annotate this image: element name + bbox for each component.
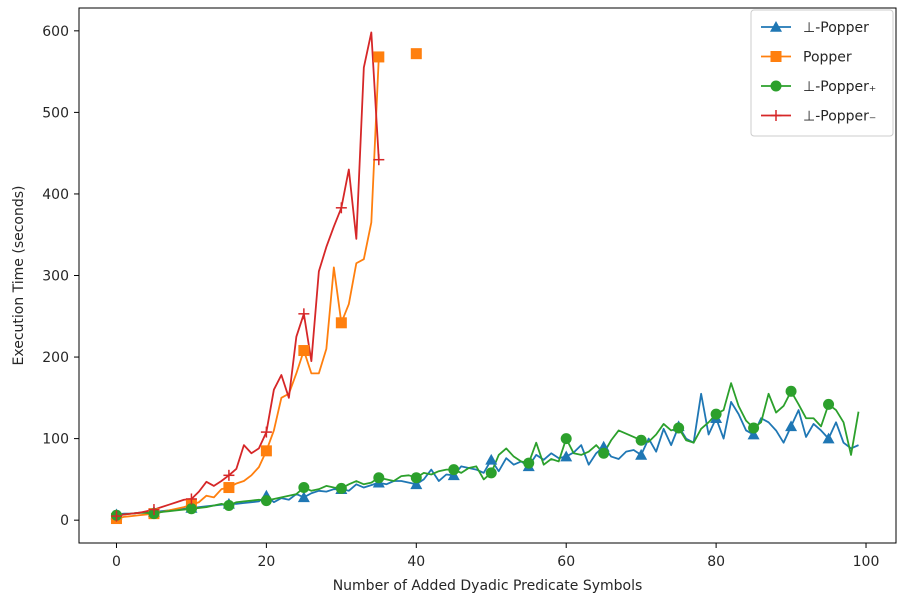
y-axis-label: Execution Time (seconds): [11, 185, 27, 365]
x-tick-label: 100: [853, 554, 880, 570]
series-2-marker: [448, 464, 460, 476]
series-1-marker: [373, 51, 385, 63]
series-0-marker: [635, 448, 648, 460]
series-2-marker: [635, 434, 647, 446]
series-1-marker: [335, 317, 347, 329]
series-2-marker: [223, 499, 235, 511]
series-2-marker: [785, 385, 797, 397]
plot-lines: [116, 31, 860, 520]
series-1-marker: [410, 48, 422, 60]
y-tick-label: 0: [60, 513, 69, 529]
series-0-line: [116, 392, 859, 516]
series-0-marker: [410, 478, 423, 490]
series-3-marker: [223, 469, 235, 481]
series-3-marker: [148, 504, 160, 516]
series-0-marker: [485, 453, 498, 465]
x-axis: 0 20 40 60 80 100: [112, 543, 879, 570]
y-tick-label: 300: [42, 269, 69, 285]
series-2-marker: [185, 503, 197, 515]
series-2-marker: [410, 472, 422, 484]
series-2-line: [116, 382, 860, 517]
series-2-marker: [335, 482, 347, 494]
plot-markers: [110, 48, 835, 525]
series-2-marker: [373, 472, 385, 484]
series-3-line: [116, 31, 380, 517]
series-3-marker: [185, 493, 197, 505]
series-2-marker: [485, 467, 497, 479]
legend-marker-3: [770, 110, 782, 121]
x-tick-label: 80: [707, 554, 725, 570]
series-1-marker: [298, 345, 310, 357]
x-tick-label: 20: [257, 554, 275, 570]
legend-marker-2: [770, 80, 782, 92]
series-2-marker: [598, 447, 610, 459]
legend-label-3: ⊥-Popper₋: [803, 109, 876, 125]
x-tick-label: 40: [407, 554, 425, 570]
series-3-marker: [335, 202, 347, 214]
x-tick-label: 60: [557, 554, 575, 570]
series-2-marker: [673, 422, 685, 434]
series-1-marker: [223, 482, 235, 494]
legend: ⊥-Popper Popper ⊥-Popper₊ ⊥-Popper₋: [750, 9, 894, 137]
series-0-marker: [785, 420, 798, 432]
x-axis-label: Number of Added Dyadic Predicate Symbols: [333, 578, 643, 594]
series-0-marker: [747, 428, 760, 440]
series-2-marker: [260, 495, 272, 507]
series-0-marker: [297, 491, 310, 503]
legend-label-2: ⊥-Popper₊: [803, 79, 876, 95]
series-3-marker: [373, 154, 385, 166]
y-tick-label: 600: [42, 24, 69, 40]
series-2-marker: [710, 408, 722, 420]
series-0-marker: [822, 432, 835, 444]
y-tick-label: 500: [42, 105, 69, 121]
series-2-marker: [823, 398, 835, 410]
series-1-marker: [260, 445, 272, 457]
x-tick-label: 0: [112, 554, 121, 570]
series-2-marker: [748, 422, 760, 434]
y-tick-label: 400: [42, 187, 69, 203]
legend-marker-1: [770, 51, 782, 62]
legend-label-1: Popper: [803, 50, 852, 66]
series-2-marker: [560, 433, 572, 445]
legend-box: [750, 9, 894, 137]
y-tick-label: 200: [42, 350, 69, 366]
series-3-marker: [298, 308, 310, 320]
series-2-marker: [523, 457, 535, 469]
series-3-marker: [260, 426, 272, 438]
legend-label-0: ⊥-Popper: [803, 20, 869, 36]
series-3-marker: [110, 510, 122, 522]
series-0-marker: [560, 450, 573, 462]
legend-marker-0: [770, 21, 782, 32]
series-2-marker: [298, 482, 310, 494]
y-tick-label: 100: [42, 432, 69, 448]
y-axis: 0 100 200 300 400 500 600: [42, 24, 79, 529]
